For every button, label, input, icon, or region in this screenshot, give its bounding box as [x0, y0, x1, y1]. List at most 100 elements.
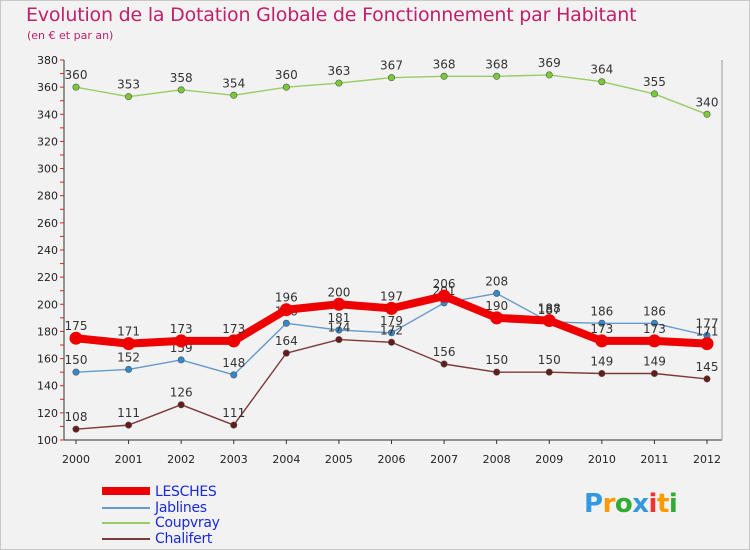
data-point-chalifert [125, 421, 133, 429]
data-point-chalifert [230, 421, 238, 429]
x-tick-label: 2006 [378, 453, 406, 466]
data-point-lesches [174, 334, 188, 348]
data-point-jablines [387, 329, 395, 337]
data-label-chalifert: 149 [643, 355, 666, 369]
data-point-jablines [125, 365, 133, 373]
x-tick-label: 2007 [430, 453, 458, 466]
data-point-coupvray [335, 79, 343, 87]
data-point-lesches [700, 337, 714, 351]
legend-swatch-coupvray [102, 522, 150, 524]
y-tick-label: 280 [37, 190, 58, 203]
x-tick-label: 2009 [535, 453, 563, 466]
data-point-chalifert [387, 338, 395, 346]
y-tick-label: 300 [37, 163, 58, 176]
data-label-lesches: 206 [433, 277, 456, 291]
legend-label-coupvray: Coupvray [155, 515, 220, 531]
data-point-coupvray [650, 90, 658, 98]
data-label-chalifert: 164 [275, 334, 298, 348]
data-label-jablines: 150 [65, 353, 88, 367]
data-label-chalifert: 150 [485, 353, 508, 367]
data-label-coupvray: 353 [117, 78, 140, 92]
data-point-coupvray [230, 91, 238, 99]
logo-letter: o [614, 489, 633, 519]
data-point-lesches [69, 331, 83, 345]
y-tick-label: 340 [37, 108, 58, 121]
data-label-jablines: 187 [538, 303, 561, 317]
x-tick-label: 2004 [272, 453, 300, 466]
data-point-jablines [177, 356, 185, 364]
data-point-coupvray [282, 83, 290, 91]
data-point-jablines [650, 319, 658, 327]
data-point-coupvray [72, 83, 80, 91]
data-point-chalifert [545, 368, 553, 376]
data-point-lesches [542, 314, 556, 328]
data-label-chalifert: 174 [327, 321, 350, 335]
data-label-jablines: 208 [485, 274, 508, 288]
data-label-lesches: 173 [590, 322, 613, 336]
legend-swatch-lesches [102, 487, 150, 495]
data-point-jablines [282, 319, 290, 327]
x-tick-label: 2003 [220, 453, 248, 466]
data-point-jablines [493, 289, 501, 297]
y-tick-label: 320 [37, 135, 58, 148]
legend-swatch-jablines [102, 506, 150, 509]
data-point-chalifert [282, 349, 290, 357]
y-tick-label: 380 [37, 54, 58, 67]
data-point-chalifert [650, 369, 658, 377]
x-tick-label: 2010 [588, 453, 616, 466]
data-label-lesches: 173 [643, 322, 666, 336]
data-point-chalifert [598, 369, 606, 377]
data-point-lesches [437, 289, 451, 303]
data-label-chalifert: 172 [380, 323, 403, 337]
data-label-jablines: 152 [117, 350, 140, 364]
data-label-lesches: 171 [117, 325, 140, 339]
chart-title: Evolution de la Dotation Globale de Fonc… [26, 4, 637, 26]
data-label-chalifert: 145 [696, 360, 719, 374]
y-tick-label: 180 [37, 325, 58, 338]
data-label-chalifert: 111 [222, 406, 245, 420]
data-label-lesches: 197 [380, 289, 403, 303]
data-label-coupvray: 364 [590, 63, 613, 77]
y-tick-label: 120 [37, 407, 58, 420]
data-point-lesches [490, 311, 504, 325]
y-tick-label: 140 [37, 380, 58, 393]
data-point-lesches [227, 334, 241, 348]
data-label-coupvray: 358 [170, 71, 193, 85]
chart-subtitle: (en € et par an) [27, 29, 114, 42]
data-point-coupvray [493, 72, 501, 80]
logo-letter: P [584, 489, 603, 519]
data-point-jablines [230, 371, 238, 379]
y-tick-label: 100 [37, 434, 58, 447]
y-tick-label: 160 [37, 353, 58, 366]
data-label-coupvray: 354 [222, 76, 245, 90]
data-point-coupvray [177, 86, 185, 94]
data-point-jablines [598, 319, 606, 327]
data-label-chalifert: 149 [590, 355, 613, 369]
data-point-jablines [72, 368, 80, 376]
data-label-chalifert: 108 [65, 410, 88, 424]
data-label-lesches: 188 [538, 302, 561, 316]
legend-swatch-chalifert [102, 537, 150, 540]
data-point-lesches [385, 301, 398, 315]
data-point-chalifert [177, 401, 185, 409]
data-label-coupvray: 340 [696, 95, 719, 109]
data-label-jablines: 148 [222, 356, 245, 370]
logo-letter: r [602, 489, 616, 519]
data-point-chalifert [703, 375, 711, 383]
legend-label-chalifert: Chalifert [155, 530, 213, 547]
data-label-coupvray: 363 [327, 64, 350, 78]
data-point-coupvray [440, 72, 448, 80]
x-tick-label: 2008 [483, 453, 511, 466]
data-point-lesches [332, 297, 346, 311]
data-label-chalifert: 111 [117, 406, 140, 420]
data-label-lesches: 173 [170, 322, 193, 336]
data-label-coupvray: 360 [275, 68, 298, 82]
x-tick-label: 2005 [325, 453, 353, 466]
data-point-chalifert [440, 360, 448, 368]
data-label-jablines: 186 [643, 304, 666, 318]
logo-letter: x [632, 489, 649, 519]
data-point-coupvray [545, 71, 553, 79]
data-label-jablines: 186 [590, 304, 613, 318]
data-label-coupvray: 369 [538, 56, 561, 70]
